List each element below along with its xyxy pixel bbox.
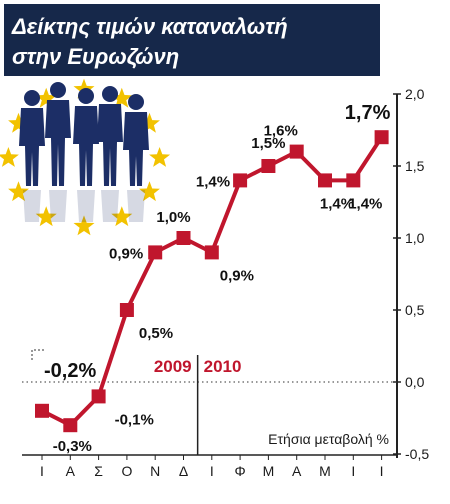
- title-background: [4, 4, 380, 76]
- data-label: 0,5%: [139, 325, 173, 342]
- data-label: 0,9%: [109, 245, 143, 262]
- y-tick-label: 1,5: [405, 158, 425, 174]
- year-label-2009: 2009: [154, 357, 192, 376]
- star-icon: [8, 112, 29, 133]
- x-tick-label: Μ: [263, 463, 275, 479]
- y-tick-label: 2,0: [405, 86, 425, 102]
- data-point-marker: [374, 130, 389, 145]
- data-label: 1,0%: [156, 209, 190, 226]
- x-tick-label: Ι: [40, 463, 44, 479]
- x-tick-label: Φ: [235, 463, 246, 479]
- y-tick-label: 0,0: [405, 374, 425, 390]
- x-tick-label: Ν: [150, 463, 160, 479]
- person-silhouette-icon: [97, 86, 123, 222]
- data-point-marker: [35, 403, 49, 418]
- data-labels: -0,2%-0,3%-0,1%0,5%0,9%1,0%0,9%1,4%1,5%1…: [44, 102, 391, 455]
- y-tick-label: 1,0: [405, 230, 425, 246]
- data-label: 1,7%: [345, 102, 391, 124]
- year-label-2010: 2010: [204, 357, 242, 376]
- person-silhouette-icon: [19, 90, 45, 222]
- person-silhouette-icon: [123, 94, 149, 222]
- title-line-2: στην Ευρωζώνη: [12, 44, 179, 69]
- data-point-marker: [63, 418, 78, 433]
- data-point-marker: [148, 245, 163, 260]
- x-tick-label: Ι: [210, 463, 214, 479]
- data-label: 1,4%: [320, 195, 354, 212]
- y-tick-label: -0,5: [405, 446, 429, 462]
- y-axis-caption: Ετήσια μεταβολή %: [268, 431, 389, 447]
- data-label: 1,4%: [348, 195, 382, 212]
- data-label: 1,6%: [264, 123, 298, 140]
- callout-bracket: [31, 349, 46, 360]
- data-label: -0,1%: [115, 411, 154, 428]
- person-silhouette-icon: [45, 82, 71, 222]
- star-icon: [8, 181, 29, 202]
- data-point-marker: [346, 173, 361, 188]
- x-tick-label: Δ: [179, 463, 188, 479]
- data-label: 0,9%: [220, 267, 254, 284]
- eu-stars-people-illustration: [0, 78, 171, 236]
- x-tick-label: Α: [292, 463, 302, 479]
- axes: 2,0 1,5 1,0 0,5 0,0 -0,5 Ι Α Σ Ο Ν Δ Ι Φ Μ Α Μ Ι Ι: [22, 86, 429, 479]
- star-icon: [139, 112, 160, 133]
- person-silhouette-icon: [73, 88, 99, 222]
- data-point-marker: [176, 231, 191, 245]
- x-tick-label: Ι: [380, 463, 384, 479]
- star-icon: [35, 87, 57, 108]
- y-tick-label: 0,5: [405, 302, 425, 318]
- data-label: 1,4%: [196, 173, 230, 190]
- data-label: 1,5%: [251, 135, 285, 152]
- x-tick-label: Α: [66, 463, 76, 479]
- data-point-marker: [261, 159, 276, 173]
- x-tick-label: Ι: [351, 463, 355, 479]
- data-point-marker: [289, 144, 304, 159]
- title-banner: Δείκτης τιμών καταναλωτή στην Ευρωζώνη: [4, 4, 380, 76]
- star-icon: [111, 87, 133, 108]
- data-point-marker: [318, 173, 332, 188]
- star-icon: [73, 215, 95, 236]
- cpi-series: [35, 130, 389, 433]
- star-icon: [149, 147, 171, 167]
- star-icon: [139, 181, 160, 202]
- star-icon: [35, 206, 57, 227]
- x-tick-label: Μ: [319, 463, 331, 479]
- data-label: -0,2%: [44, 360, 96, 382]
- x-tick-label: Σ: [94, 463, 103, 479]
- data-point-marker: [204, 245, 219, 260]
- x-tick-label: Ο: [121, 463, 132, 479]
- data-point-marker: [119, 303, 134, 317]
- data-label: -0,3%: [53, 438, 92, 455]
- star-icon: [0, 147, 19, 167]
- title-line-1: Δείκτης τιμών καταναλωτή: [11, 14, 288, 39]
- star-icon: [111, 206, 133, 227]
- data-point-marker: [91, 389, 106, 404]
- data-point-marker: [233, 173, 248, 188]
